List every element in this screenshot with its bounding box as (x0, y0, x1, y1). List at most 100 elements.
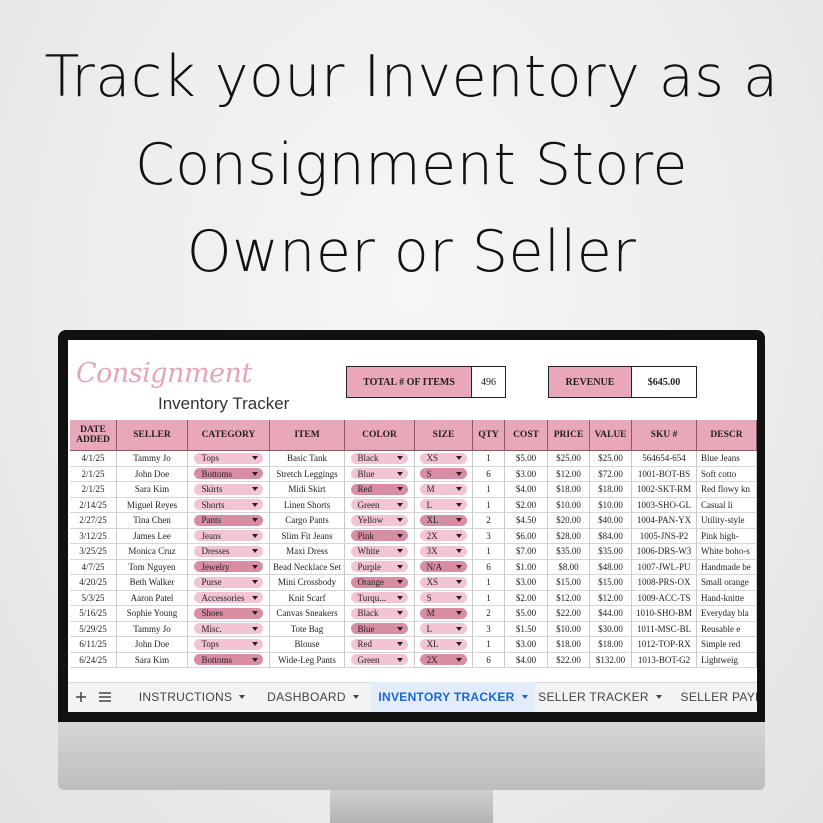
table-cell: Red (345, 637, 415, 653)
dropdown-chip[interactable]: Jeans (194, 530, 263, 542)
sheet-tab[interactable]: SELLER PAYM (668, 682, 757, 712)
dropdown-chip[interactable]: Shorts (194, 499, 263, 511)
headline-line: Owner or Seller (186, 219, 637, 285)
dropdown-arrow (397, 502, 404, 507)
table-cell: 6 (473, 466, 505, 482)
table-cell: 5/29/25 (70, 621, 117, 637)
table-cell: Monica Cruz (117, 544, 188, 560)
table-cell: $4.50 (505, 513, 548, 529)
table-cell: Reusable e (697, 621, 757, 637)
dropdown-chip[interactable]: S (419, 592, 468, 604)
table-cell: Accessories (188, 590, 270, 606)
table-cell: M (415, 482, 473, 498)
table-cell: 3 (473, 621, 505, 637)
dropdown-chip[interactable]: Skirts (194, 483, 263, 495)
sheet-tab[interactable]: SELLER TRACKER (536, 682, 664, 712)
dropdown-chip[interactable]: 2X (419, 654, 468, 666)
table-cell: White (345, 544, 415, 560)
dropdown-chip[interactable]: Yellow (350, 514, 409, 526)
dropdown-chip[interactable]: XS (419, 452, 468, 464)
table-cell: 1001-BOT-BS (632, 466, 697, 482)
dropdown-chip[interactable]: XL (419, 514, 468, 526)
table-cell: 4/7/25 (70, 559, 117, 575)
dropdown-chip[interactable]: Red (350, 638, 409, 650)
dropdown-chip[interactable]: Purse (194, 576, 263, 588)
dropdown-chip[interactable]: M (419, 483, 468, 495)
dropdown-arrow (397, 456, 404, 461)
dropdown-chip[interactable]: Blue (350, 623, 409, 635)
dropdown-chip[interactable]: Pink (350, 530, 409, 542)
dropdown-chip[interactable]: XS (419, 576, 468, 588)
dropdown-chip[interactable]: Orange (350, 576, 409, 588)
dropdown-arrow (456, 549, 463, 554)
table-cell: Tote Bag (270, 621, 345, 637)
table-cell: John Doe (117, 466, 188, 482)
dropdown-chip[interactable]: N/A (419, 561, 468, 573)
dropdown-chip[interactable]: Purple (350, 561, 409, 573)
table-cell: $4.00 (505, 482, 548, 498)
dropdown-chip[interactable]: Bottoms (194, 468, 263, 480)
table-cell: L (415, 621, 473, 637)
chip-text: Blue (357, 623, 375, 634)
sheet-tab[interactable]: DASHBOARD (262, 682, 364, 712)
dropdown-chip[interactable]: Black (350, 607, 409, 619)
table-cell: Purse (188, 575, 270, 591)
table-cell: $20.00 (548, 513, 590, 529)
sheet-tab[interactable]: INVENTORY TRACKER (371, 682, 535, 712)
dropdown-arrow (251, 626, 258, 631)
table-cell: Slim Fit Jeans (270, 528, 345, 544)
dropdown-chip[interactable]: L (419, 623, 468, 635)
table-cell: $8.00 (548, 559, 590, 575)
dropdown-chip[interactable]: Tops (194, 638, 263, 650)
table-cell: Tammy Jo (117, 451, 188, 467)
dropdown-chip[interactable]: Dresses (194, 545, 263, 557)
table-cell: 6 (473, 652, 505, 668)
dropdown-chip[interactable]: S (419, 468, 468, 480)
dropdown-chip[interactable]: Black (350, 452, 409, 464)
table-cell: Bottoms (188, 652, 270, 668)
table-cell: Tops (188, 451, 270, 467)
table-cell: 1004-PAN-YX (632, 513, 697, 529)
column-header: ITEM (270, 420, 345, 451)
table-cell: 564654-654 (632, 451, 697, 467)
dropdown-chip[interactable]: Tops (194, 452, 263, 464)
chip-text: M (426, 484, 435, 495)
dropdown-chip[interactable]: Bottoms (194, 654, 263, 666)
table-cell: Sara Kim (117, 482, 188, 498)
dropdown-chip[interactable]: White (350, 545, 409, 557)
sheet-tab[interactable]: INSTRUCTIONS (134, 682, 250, 712)
table-cell: Midi Skirt (270, 482, 345, 498)
dropdown-chip[interactable]: Pants (194, 514, 263, 526)
chip-text: White (357, 546, 380, 557)
table-cell: Dresses (188, 544, 270, 560)
table-cell: Stretch Leggings (270, 466, 345, 482)
dropdown-chip[interactable]: Jewelry (194, 561, 263, 573)
dropdown-chip[interactable]: M (419, 607, 468, 619)
dropdown-chip[interactable]: Red (350, 483, 409, 495)
dropdown-chip[interactable]: 2X (419, 530, 468, 542)
dropdown-chip[interactable]: 3X (419, 545, 468, 557)
column-header: SKU # (632, 420, 697, 451)
table-cell: Green (345, 652, 415, 668)
column-header: QTY (473, 420, 505, 451)
dropdown-chip[interactable]: L (419, 499, 468, 511)
chip-text: 2X (426, 530, 438, 541)
dropdown-chip[interactable]: Blue (350, 468, 409, 480)
sheet-controls[interactable] (74, 690, 114, 704)
dropdown-chip[interactable]: Accessories (194, 592, 263, 604)
table-cell: $18.00 (548, 637, 590, 653)
dropdown-chip[interactable]: XL (419, 638, 468, 650)
tab-label: DASHBOARD (267, 690, 346, 704)
dropdown-chip[interactable]: Green (350, 499, 409, 511)
column-header: DESCR (697, 420, 757, 451)
dropdown-chip[interactable]: Misc. (194, 623, 263, 635)
table-cell: Pink (345, 528, 415, 544)
table-cell: 5/3/25 (70, 590, 117, 606)
table-cell: Orange (345, 575, 415, 591)
dropdown-chip[interactable]: Turqu... (350, 592, 409, 604)
dropdown-chip[interactable]: Green (350, 654, 409, 666)
dropdown-chip[interactable]: Shoes (194, 607, 263, 619)
table-cell: $10.00 (548, 621, 590, 637)
table-cell: $4.00 (505, 652, 548, 668)
